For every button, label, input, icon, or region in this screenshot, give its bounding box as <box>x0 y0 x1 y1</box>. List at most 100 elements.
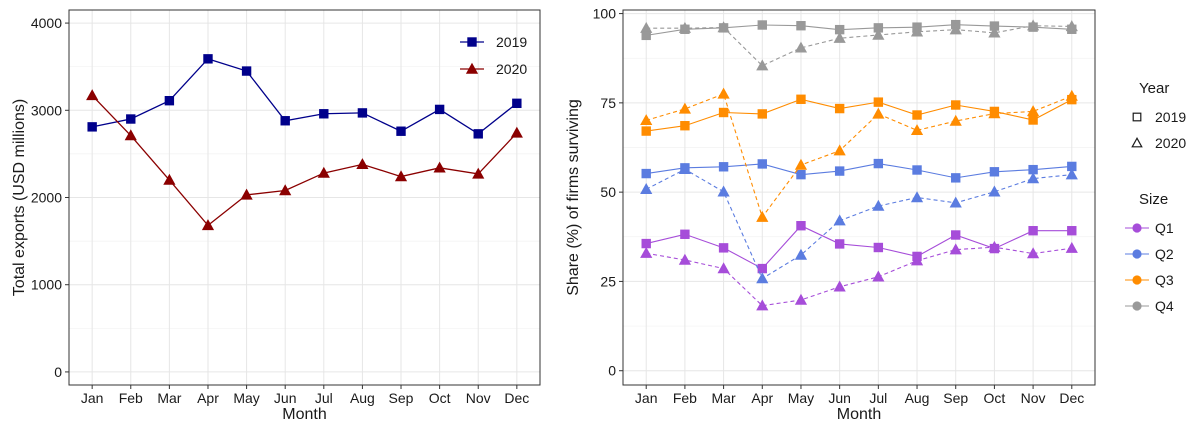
data-point-Q1-2019 <box>680 229 690 239</box>
data-point-2019 <box>512 98 522 109</box>
legend-marker-2020 <box>1131 137 1143 148</box>
exports-panel: 0 1000 2000 3000 4000 Jan Feb Mar Apr May Jun Jul Au… <box>11 9 541 423</box>
x-tick-label: Aug <box>350 390 375 406</box>
data-point-Q2-2019 <box>641 168 651 179</box>
data-point-Q2-2019 <box>912 165 922 175</box>
x-tick-label: Nov <box>466 390 491 406</box>
legend-title-year: Year <box>1139 80 1169 97</box>
x-axis-title: Month <box>837 406 881 423</box>
x-axis-title: Month <box>282 406 326 423</box>
y-tick-label: 4000 <box>31 15 62 31</box>
legend-label-2020: 2020 <box>496 61 527 77</box>
data-point-Q4-2020 <box>1026 19 1040 31</box>
series-Q2 <box>640 158 1078 284</box>
data-point-2019 <box>396 126 406 136</box>
data-point-Q3-2020 <box>678 102 692 114</box>
data-point-Q3-2020 <box>872 107 885 119</box>
x-tick-label: Mar <box>712 390 736 406</box>
x-tick-label: Aug <box>905 390 930 406</box>
series-line-Q3-2020 <box>646 93 1072 219</box>
data-point-Q1-2020 <box>949 243 962 255</box>
data-point-Q2-2020 <box>678 163 692 174</box>
x-tick-label: Jul <box>315 390 333 406</box>
x-tick-label: Nov <box>1021 390 1046 406</box>
data-point-2020 <box>124 129 137 141</box>
data-point-Q2-2020 <box>833 214 846 226</box>
data-point-Q3-2020 <box>949 114 962 126</box>
data-point-Q2-2020 <box>910 191 924 203</box>
series-line-Q1-2019 <box>646 225 1072 270</box>
x-tick-label: Sep <box>389 390 414 406</box>
data-point-Q1-2020 <box>1026 247 1040 259</box>
y-tick-label: 2000 <box>31 190 62 206</box>
data-point-2019 <box>87 122 97 132</box>
x-tick-label: Oct <box>429 390 451 406</box>
x-tick-label: Feb <box>673 390 697 406</box>
y-tick-label: 75 <box>600 95 616 111</box>
data-point-Q2-2020 <box>1026 172 1040 184</box>
data-point-Q2-2019 <box>834 166 845 176</box>
data-point-Q2-2020 <box>988 185 1001 197</box>
data-point-Q4-2020 <box>717 21 730 33</box>
data-point-2020 <box>86 89 99 101</box>
x-tick-label: Jun <box>274 390 297 406</box>
x-tick-label: Oct <box>984 390 1006 406</box>
data-point-Q1-2020 <box>872 270 885 282</box>
legend-label-Q1: Q1 <box>1155 220 1174 236</box>
series-2019 <box>87 54 522 139</box>
x-tick-label: Jul <box>869 390 887 406</box>
data-point-Q1-2019 <box>951 230 961 240</box>
data-point-Q3-2019 <box>1028 115 1038 125</box>
data-point-Q4-2020 <box>640 21 653 33</box>
data-point-Q4-2020 <box>833 31 846 43</box>
data-point-Q2-2020 <box>640 183 653 194</box>
data-point-Q2-2019 <box>757 159 767 169</box>
data-point-Q2-2020 <box>756 272 769 284</box>
data-point-Q1-2020 <box>717 262 730 274</box>
legend-title-size: Size <box>1139 191 1168 208</box>
data-point-2020 <box>163 173 176 185</box>
series-2020 <box>86 89 523 231</box>
legend-label-Q2: Q2 <box>1155 246 1174 262</box>
data-point-Q1-2020 <box>833 280 846 292</box>
y-axis-title: Share (%) of firms surviving <box>565 99 582 296</box>
data-point-Q1-2020 <box>910 254 924 266</box>
data-point-Q4-2020 <box>678 21 692 33</box>
y-tick-label: 3000 <box>31 102 62 118</box>
legend-label-Q3: Q3 <box>1155 272 1174 288</box>
data-point-Q2-2019 <box>873 158 884 169</box>
data-point-2019 <box>126 114 136 124</box>
x-tick-label: Apr <box>197 390 219 406</box>
x-tick-label: Jan <box>635 390 658 406</box>
x-tick-label: Jan <box>81 390 104 406</box>
data-point-Q1-2019 <box>796 221 806 231</box>
y-tick-label: 25 <box>600 273 616 289</box>
legend-marker-Q3 <box>1132 275 1142 285</box>
data-point-Q1-2020 <box>1065 241 1078 253</box>
data-point-Q4-2020 <box>794 41 808 53</box>
data-point-Q2-2019 <box>951 173 961 183</box>
data-point-Q4-2019 <box>796 21 806 31</box>
legend-label-Q4: Q4 <box>1155 298 1174 314</box>
data-point-2019 <box>203 54 213 64</box>
data-point-2020 <box>472 167 485 179</box>
data-point-Q2-2020 <box>872 199 885 211</box>
legend-marker-Q1 <box>1132 223 1142 233</box>
legend-label-2019: 2019 <box>1155 109 1186 125</box>
data-point-Q1-2020 <box>794 293 808 305</box>
legend-label-2020: 2020 <box>1155 135 1186 151</box>
data-point-2019 <box>241 66 252 76</box>
legend-marker-2019 <box>467 37 477 47</box>
series-Q3 <box>640 87 1078 222</box>
data-point-Q1-2019 <box>718 243 729 253</box>
data-point-Q1-2019 <box>873 242 884 253</box>
data-point-2019 <box>434 104 445 115</box>
data-point-Q4-2020 <box>1065 20 1078 32</box>
series-line-Q4-2019 <box>646 24 1072 36</box>
data-point-Q3-2020 <box>1026 105 1040 117</box>
data-point-2020 <box>394 170 408 182</box>
x-tick-label: Dec <box>504 390 529 406</box>
data-point-Q3-2019 <box>757 109 767 119</box>
